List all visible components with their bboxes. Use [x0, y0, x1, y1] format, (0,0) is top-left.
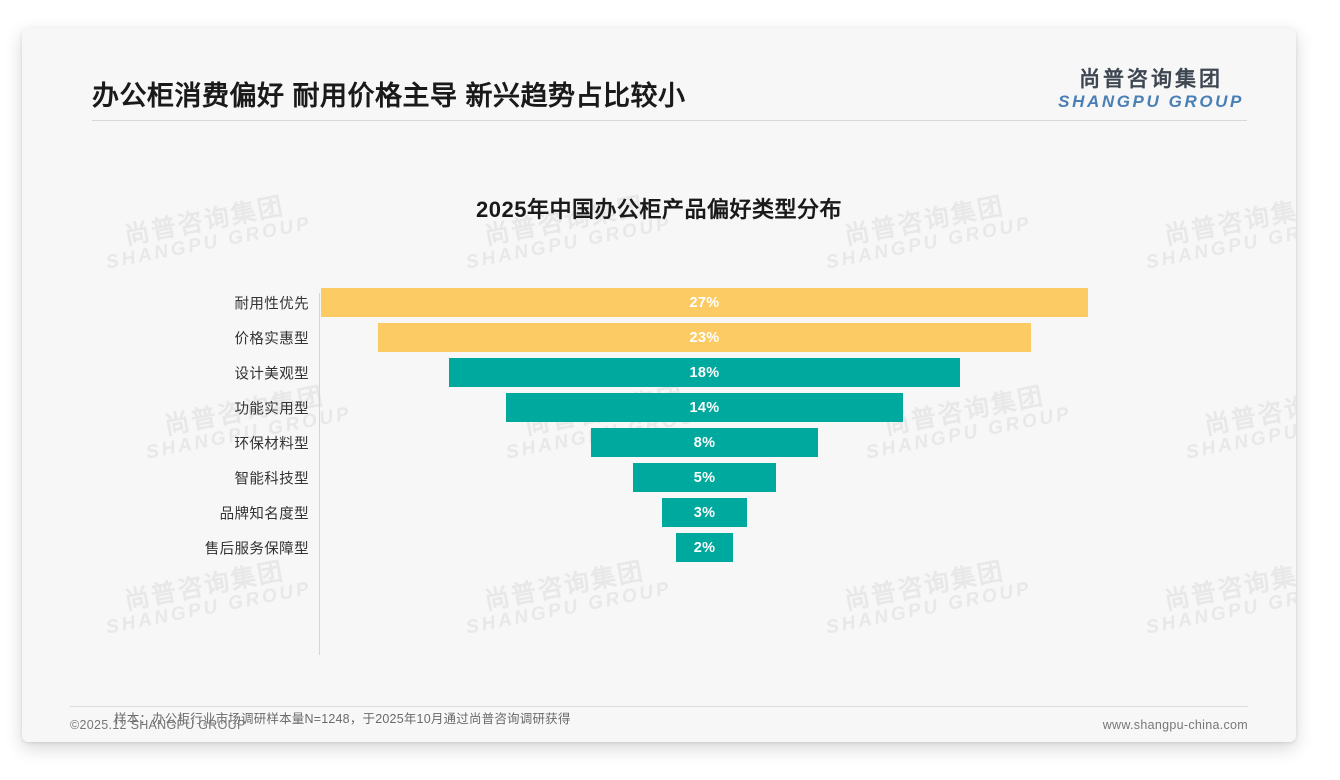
chart-row: 环保材料型 8%: [22, 425, 1296, 460]
chart-row: 品牌知名度型 3%: [22, 495, 1296, 530]
bar-track: 2%: [321, 530, 1296, 565]
footer-website: www.shangpu-china.com: [1102, 718, 1248, 732]
header-divider: [92, 120, 1247, 121]
category-label: 耐用性优先: [234, 296, 309, 312]
bar-value-label: 18%: [689, 364, 720, 381]
slide-footer: ©2025.12 SHANGPU GROUP www.shangpu-china…: [22, 718, 1296, 742]
brand-logo-cn: 尚普咨询集团: [1079, 68, 1224, 91]
chart-bar[interactable]: 2%: [676, 533, 733, 562]
brand-logo: 尚普咨询集团 SHANGPU GROUP: [1058, 68, 1244, 112]
bar-value-label: 27%: [689, 294, 720, 311]
bar-value-label: 3%: [693, 504, 716, 521]
brand-logo-en: SHANGPU GROUP: [1058, 92, 1244, 112]
bar-track: 14%: [321, 390, 1296, 425]
bar-value-label: 5%: [693, 469, 716, 486]
bar-value-label: 14%: [689, 399, 720, 416]
chart-row: 耐用性优先 27%: [22, 285, 1296, 320]
bar-track: 8%: [321, 425, 1296, 460]
bar-value-label: 8%: [693, 434, 716, 451]
chart-row: 功能实用型 14%: [22, 390, 1296, 425]
category-label: 售后服务保障型: [204, 541, 309, 557]
funnel-chart: 耐用性优先 27% 价格实惠型 23% 设计美观型 18% 功能实用型 14% 环保材料型 8% 智…: [22, 258, 1296, 658]
chart-bar[interactable]: 3%: [661, 498, 748, 527]
slide-header: 办公柜消费偏好 耐用价格主导 新兴趋势占比较小 尚普咨询集团 SHANGPU G…: [22, 28, 1296, 132]
category-label: 设计美观型: [234, 366, 309, 382]
bar-track: 23%: [321, 320, 1296, 355]
category-label: 环保材料型: [234, 436, 309, 452]
category-label: 价格实惠型: [234, 331, 309, 347]
chart-bar[interactable]: 27%: [321, 288, 1088, 317]
chart-bar[interactable]: 14%: [505, 393, 904, 422]
bar-value-label: 2%: [693, 539, 716, 556]
bar-track: 5%: [321, 460, 1296, 495]
category-label: 品牌知名度型: [219, 506, 309, 522]
footer-copyright: ©2025.12 SHANGPU GROUP: [70, 718, 246, 732]
chart-row: 价格实惠型 23%: [22, 320, 1296, 355]
bar-track: 27%: [321, 285, 1296, 320]
chart-row: 设计美观型 18%: [22, 355, 1296, 390]
chart-bar[interactable]: 5%: [633, 463, 776, 492]
category-label: 功能实用型: [234, 401, 309, 417]
page-title: 办公柜消费偏好 耐用价格主导 新兴趋势占比较小: [92, 81, 686, 111]
bar-value-label: 23%: [689, 329, 720, 346]
bar-track: 18%: [321, 355, 1296, 390]
chart-row: 售后服务保障型 2%: [22, 530, 1296, 565]
chart-bar[interactable]: 18%: [448, 358, 961, 387]
chart-title: 2025年中国办公柜产品偏好类型分布: [476, 197, 842, 222]
bar-track: 3%: [321, 495, 1296, 530]
category-label: 智能科技型: [234, 471, 309, 487]
chart-axis-line: [319, 293, 320, 655]
chart-bar[interactable]: 8%: [590, 428, 819, 457]
chart-row: 智能科技型 5%: [22, 460, 1296, 495]
footer-divider: [70, 706, 1248, 707]
slide-canvas: 尚普咨询集团 SHANGPU GROUP 尚普咨询集团 SHANGPU GROUP 尚普…: [22, 28, 1296, 742]
source-footnote: 样本：办公柜行业市场调研样本量N=1248，于2025年10月通过尚普咨询调研获…: [114, 712, 571, 726]
chart-rows: 耐用性优先 27% 价格实惠型 23% 设计美观型 18% 功能实用型 14% 环保材料型 8% 智…: [22, 285, 1296, 565]
chart-bar[interactable]: 23%: [377, 323, 1032, 352]
